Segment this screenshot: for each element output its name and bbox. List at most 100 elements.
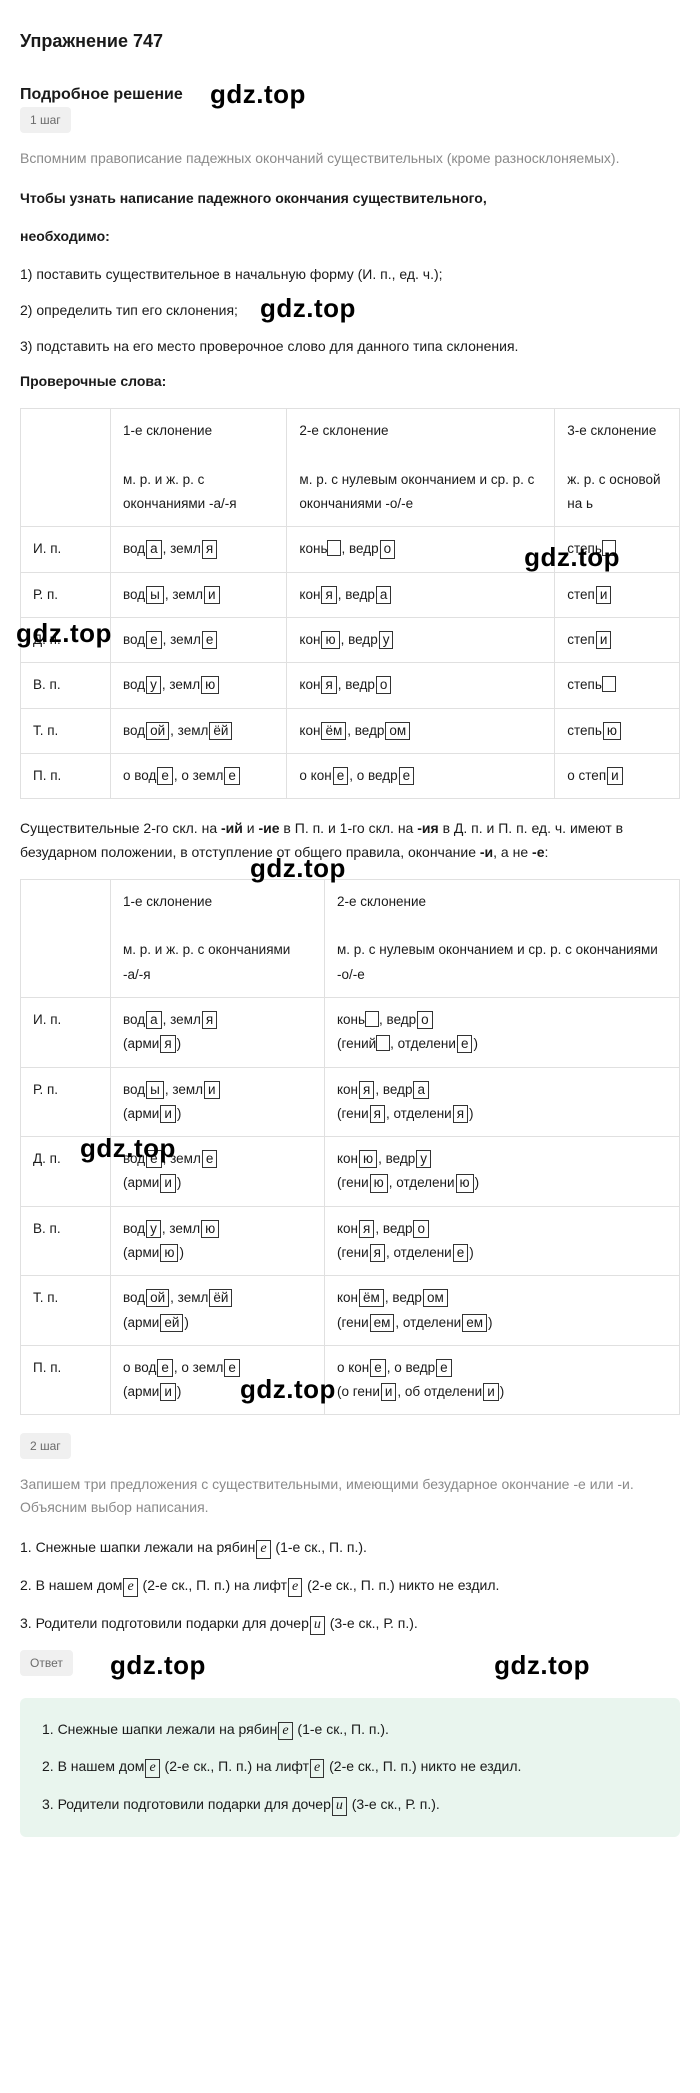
between-tables-text: Существительные 2-го скл. на -ий и -ие в… xyxy=(20,817,680,865)
table-cell: степи xyxy=(555,617,680,662)
ending-box: е xyxy=(333,767,349,785)
ending-box: ой xyxy=(146,1289,169,1307)
declension-table-2: 1-е склонением. р. и ж. р. с окончаниями… xyxy=(20,879,680,1416)
table-header xyxy=(21,879,111,997)
watermark: gdz.top xyxy=(494,1646,590,1685)
ending-box: и xyxy=(160,1383,176,1401)
ending-box: е xyxy=(399,767,415,785)
table-cell: степь xyxy=(555,663,680,708)
ending-box: и xyxy=(607,767,623,785)
table-cell: о коне, о ведре xyxy=(287,753,555,798)
b: -е xyxy=(532,844,544,860)
ending-box: ем xyxy=(462,1314,487,1332)
table-cell: коня, ведра xyxy=(287,572,555,617)
ending-box: е xyxy=(123,1578,137,1597)
case-label: П. п. xyxy=(21,1345,111,1415)
ending-box: е xyxy=(278,1722,292,1741)
ending-box: е xyxy=(436,1359,452,1377)
ending-box: и xyxy=(160,1105,176,1123)
ending-box: ю xyxy=(603,722,621,740)
step-2-badge: 2 шаг xyxy=(20,1433,71,1459)
page-container: Упражнение 747 Подробное решение gdz.top… xyxy=(0,0,700,1865)
ending-box: а xyxy=(376,586,392,604)
ending-box: я xyxy=(359,1081,374,1099)
ending-box: и xyxy=(204,586,220,604)
table-cell: конь, ведро xyxy=(287,527,555,572)
rule-3: 3) подставить на его место проверочное с… xyxy=(20,335,680,359)
table-cell: коня, ведро xyxy=(287,663,555,708)
ending-box: ей xyxy=(160,1314,183,1332)
table-cell: воду, землю xyxy=(111,663,287,708)
table-cell: степью xyxy=(555,708,680,753)
ending-box: у xyxy=(146,1220,161,1238)
ending-box: ю xyxy=(201,1220,219,1238)
t: , а не xyxy=(493,844,532,860)
ending-box: ю xyxy=(456,1174,474,1192)
table-cell: вода, земля xyxy=(111,527,287,572)
ending-box: е xyxy=(145,1759,159,1778)
table-header: 2-е склонением. р. с нулевым окончанием … xyxy=(324,879,679,997)
ending-box-empty xyxy=(602,676,616,692)
ending-box: и xyxy=(596,631,612,649)
ending-box: а xyxy=(413,1081,429,1099)
ending-box: и xyxy=(204,1081,220,1099)
rule-2: 2) определить тип его склонения; xyxy=(20,299,680,323)
t: в П. п. и 1-го скл. на xyxy=(280,820,418,836)
table-cell: о степи xyxy=(555,753,680,798)
watermark: gdz.top xyxy=(210,75,306,114)
ending-box: е xyxy=(202,631,218,649)
ending-box: е xyxy=(224,1359,240,1377)
answer-box: 1. Снежные шапки лежали на рябине (1-е с… xyxy=(20,1698,680,1837)
ending-box: о xyxy=(380,540,396,558)
b: -ий xyxy=(221,820,243,836)
sentence: 2. В нашем доме (2-е ск., П. п.) на лифт… xyxy=(42,1755,658,1779)
ending-box: ю xyxy=(321,631,339,649)
ending-box: е xyxy=(202,1150,218,1168)
table-cell: конём, ведром(гением, отделением) xyxy=(324,1276,679,1346)
case-label: И. п. xyxy=(21,527,111,572)
ending-box: е xyxy=(310,1759,324,1778)
ending-box: е xyxy=(146,1150,162,1168)
step-1-intro-gray: Вспомним правописание падежных окончаний… xyxy=(20,147,680,169)
exercise-title: Упражнение 747 xyxy=(20,28,680,55)
ending-box: и xyxy=(483,1383,499,1401)
case-label: Д. п. xyxy=(21,617,111,662)
ending-box: у xyxy=(146,676,161,694)
case-label: В. п. xyxy=(21,1206,111,1276)
answer-section: Ответ gdz.top gdz.top 1. Снежные шапки л… xyxy=(20,1650,680,1837)
ending-box-empty xyxy=(602,540,616,556)
b: -и xyxy=(480,844,493,860)
ending-box: я xyxy=(202,1011,217,1029)
table-cell: воды, земли(армии) xyxy=(111,1067,325,1137)
section-title-row: Подробное решение gdz.top xyxy=(20,83,680,107)
ending-box: и xyxy=(596,586,612,604)
b: -ия xyxy=(417,820,438,836)
sentence: 3. Родители подготовили подарки для доче… xyxy=(20,1612,680,1636)
table-cell: вода, земля(армия) xyxy=(111,997,325,1067)
table-cell: коню, ведру xyxy=(287,617,555,662)
table-header: 1-е склонением. р. и ж. р. с окончаниями… xyxy=(111,879,325,997)
ending-box: е xyxy=(157,1359,173,1377)
table-cell: о воде, о земле(армии) xyxy=(111,1345,325,1415)
ending-box: ю xyxy=(201,676,219,694)
section-title: Подробное решение xyxy=(20,86,183,103)
table-cell: коню, ведру(гению, отделению) xyxy=(324,1137,679,1207)
case-label: Т. п. xyxy=(21,1276,111,1346)
ending-box: е xyxy=(146,631,162,649)
ending-box: и xyxy=(160,1174,176,1192)
table-2-wrap: gdz.top gdz.top 1-е склонением. р. и ж. … xyxy=(20,879,680,1416)
b: -ие xyxy=(258,820,279,836)
step-1-bold-a: Чтобы узнать написание падежного окончан… xyxy=(20,187,680,211)
ending-box: ом xyxy=(423,1289,448,1307)
t: : xyxy=(544,844,548,860)
table-header: 1-е склонением. р. и ж. р. с окончаниями… xyxy=(111,409,287,527)
rule-2-wrap: 2) определить тип его склонения; gdz.top xyxy=(20,299,680,323)
ending-box-empty xyxy=(327,540,341,556)
table-cell: воде, земле xyxy=(111,617,287,662)
ending-box: ом xyxy=(385,722,410,740)
table-cell: конь, ведро(гений, отделение) xyxy=(324,997,679,1067)
sentence: 1. Снежные шапки лежали на рябине (1-е с… xyxy=(42,1718,658,1742)
ending-box: я xyxy=(370,1105,385,1123)
ending-box: ы xyxy=(146,586,164,604)
ending-box: е xyxy=(457,1035,473,1053)
